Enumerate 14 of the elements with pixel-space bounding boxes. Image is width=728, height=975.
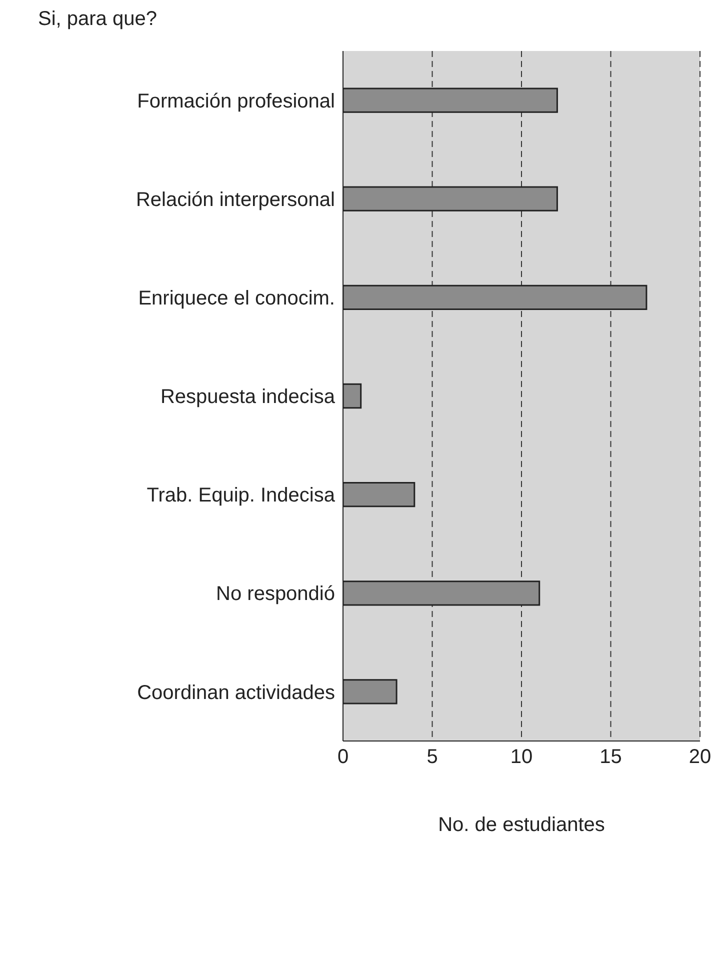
y-tick-label: No respondió bbox=[216, 583, 335, 606]
x-tick-label: 5 bbox=[426, 746, 438, 768]
y-tick-label: Relación interpersonal bbox=[136, 188, 335, 211]
y-tick-label: Enriquece el conocim. bbox=[138, 288, 335, 310]
text: Si, para que? bbox=[38, 8, 158, 31]
x-tick-label: 20 bbox=[688, 746, 712, 768]
x-tick-label: 0 bbox=[337, 746, 349, 768]
y-tick-label: Respuesta indecisa bbox=[160, 386, 336, 408]
y-tick-label: Coordinan actividades bbox=[137, 682, 335, 704]
y-tick-label: Formación profesional bbox=[137, 90, 335, 112]
y-tick-label: Trab. Equip. Indecisa bbox=[146, 484, 336, 507]
x-tick-label: 10 bbox=[510, 746, 533, 768]
x-axis-title: No. de estudiantes bbox=[438, 814, 605, 836]
x-tick-label: 15 bbox=[600, 746, 622, 768]
